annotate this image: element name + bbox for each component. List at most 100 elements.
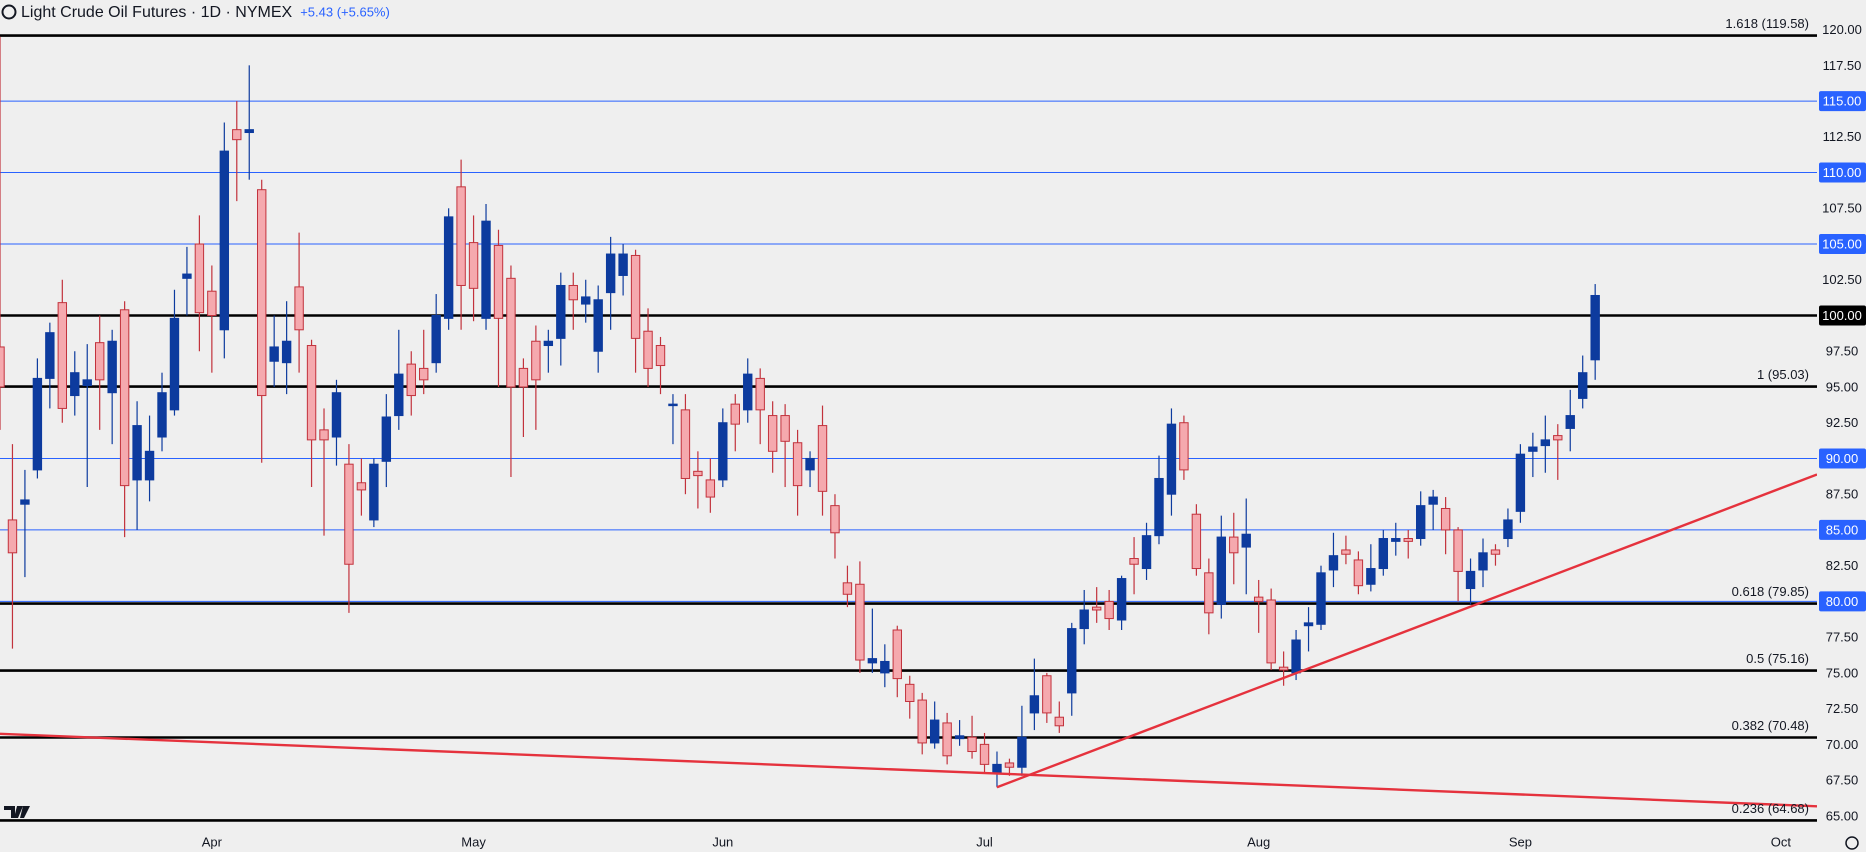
candle-body xyxy=(830,505,840,534)
candle-body xyxy=(169,317,180,411)
candle-body xyxy=(1453,529,1463,572)
candle-body xyxy=(1166,423,1177,495)
candle-body xyxy=(144,450,155,481)
y-tick-label: 107.50 xyxy=(1822,201,1862,216)
candle-body xyxy=(767,415,778,452)
trendline xyxy=(0,732,1817,808)
candle-body xyxy=(381,416,392,462)
candle-body xyxy=(1241,533,1251,548)
candle-body xyxy=(1578,372,1588,399)
candle-body xyxy=(1004,762,1015,768)
candle-body xyxy=(1104,600,1114,620)
fib-label: 1 (95.03) xyxy=(1757,367,1809,382)
y-tick-label: 117.50 xyxy=(1823,58,1862,73)
candle-body xyxy=(1204,572,1214,614)
candle-body xyxy=(1503,519,1513,540)
candle-body xyxy=(419,367,429,381)
candle-body xyxy=(1154,477,1164,537)
logo-mark xyxy=(4,806,30,818)
candle-body xyxy=(45,332,55,379)
x-tick-label: Jul xyxy=(976,834,993,849)
y-tick-label: 97.50 xyxy=(1826,344,1859,359)
candle-body xyxy=(369,463,379,521)
candle-body xyxy=(593,299,603,352)
candle-body xyxy=(1528,446,1538,452)
candle-body xyxy=(1017,736,1027,768)
y-tick-label: 82.50 xyxy=(1826,558,1859,573)
candle-body xyxy=(194,243,205,314)
y-tick-label: 70.00 xyxy=(1826,737,1859,752)
candle-body xyxy=(1428,496,1438,505)
candle-body xyxy=(817,425,828,492)
candle-body xyxy=(792,442,803,487)
candle-body xyxy=(1179,422,1189,471)
candle-body xyxy=(70,372,80,397)
candle-body xyxy=(705,479,716,498)
candle-body xyxy=(306,345,317,441)
candle-body xyxy=(506,277,516,388)
candle-body xyxy=(481,220,491,319)
candle-body xyxy=(1465,570,1476,590)
candle-body xyxy=(1540,439,1551,447)
candle-body xyxy=(356,482,367,491)
candle-body xyxy=(468,242,479,289)
candle-body xyxy=(82,379,92,387)
candle-body xyxy=(269,346,279,362)
candle-body xyxy=(543,340,554,347)
y-tick-label: 80.00 xyxy=(1826,594,1859,609)
y-tick-label: 120.00 xyxy=(1822,22,1862,37)
x-tick-label: Sep xyxy=(1509,834,1532,849)
candle-body xyxy=(443,216,454,319)
candle-body xyxy=(219,150,230,331)
settings-icon[interactable] xyxy=(1845,836,1859,850)
trendline xyxy=(996,473,1817,789)
y-tick-label: 75.00 xyxy=(1826,665,1859,680)
candle-body xyxy=(605,253,616,294)
candle-body xyxy=(294,286,304,331)
y-tick-label: 85.00 xyxy=(1826,522,1859,537)
candle-body xyxy=(257,189,267,397)
candle-body xyxy=(880,660,890,674)
candle-body xyxy=(1216,536,1227,605)
x-tick-label: Oct xyxy=(1771,834,1792,849)
candle-body xyxy=(518,367,529,388)
candle-body xyxy=(132,425,142,481)
candle-body xyxy=(743,373,753,411)
candle-body xyxy=(319,429,329,441)
y-tick-label: 115.00 xyxy=(1823,94,1862,109)
candle-body xyxy=(905,683,915,702)
price-label-box xyxy=(1819,519,1866,540)
y-tick-label: 110.00 xyxy=(1823,165,1862,180)
candle-body xyxy=(668,403,678,407)
candle-body xyxy=(1291,639,1301,674)
candle-body xyxy=(1515,453,1526,512)
candle-body xyxy=(556,284,566,339)
candle-body xyxy=(842,582,853,595)
y-tick-label: 105.00 xyxy=(1822,236,1862,251)
candle-body xyxy=(394,373,404,417)
candle-body xyxy=(1191,513,1202,570)
candle-body xyxy=(493,244,504,319)
candle-body xyxy=(929,719,940,744)
x-tick-label: May xyxy=(461,834,486,849)
candle-body xyxy=(1403,538,1413,542)
candle-body xyxy=(680,409,691,479)
candle-body xyxy=(20,499,30,505)
price-label-box xyxy=(1819,305,1866,326)
candle-body xyxy=(94,342,105,381)
candle-body xyxy=(1478,552,1488,571)
y-tick-label: 67.50 xyxy=(1826,773,1859,788)
candle-body xyxy=(531,340,541,381)
candle-body xyxy=(119,309,130,487)
candle-body xyxy=(867,658,878,664)
price-label-box xyxy=(1819,591,1866,612)
y-tick-label: 92.50 xyxy=(1826,415,1859,430)
candle-body xyxy=(568,284,578,301)
candle-body xyxy=(281,340,292,364)
candle-body xyxy=(7,519,18,554)
candle-body xyxy=(892,629,902,680)
candle-body xyxy=(32,377,43,471)
candle-body xyxy=(693,470,703,477)
candle-body xyxy=(406,363,416,397)
header: Light Crude Oil Futures · 1D · NYMEX +5.… xyxy=(1,4,390,21)
